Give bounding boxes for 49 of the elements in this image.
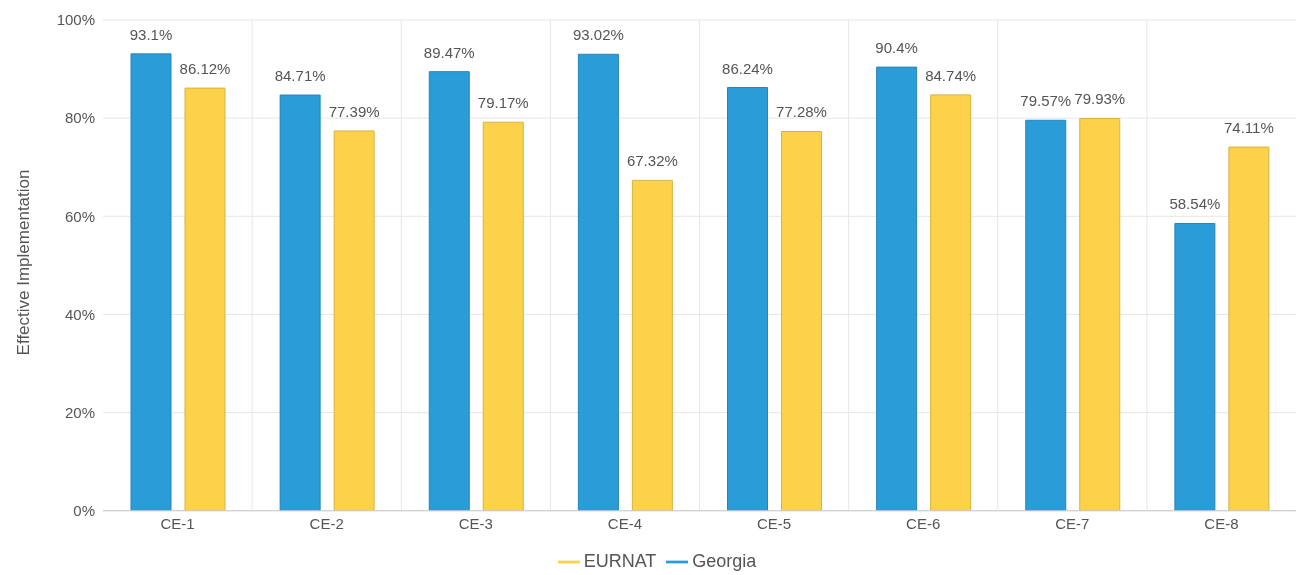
x-tick-label: CE-5 <box>756 515 792 533</box>
data-label: 93.1% <box>129 25 173 43</box>
data-label: 77.39% <box>328 102 380 120</box>
data-label: 79.93% <box>1074 90 1126 108</box>
x-tick-label: CE-7 <box>1055 515 1090 533</box>
data-label: 67.32% <box>626 152 678 170</box>
bar <box>1228 146 1270 511</box>
bar <box>577 53 619 511</box>
bar <box>279 94 321 511</box>
data-label: 77.28% <box>776 103 827 121</box>
bar <box>1174 222 1216 511</box>
data-label: 86.12% <box>179 60 231 78</box>
bar <box>482 121 524 511</box>
x-tick-label: CE-3 <box>458 515 493 533</box>
data-label: 84.71% <box>274 67 326 85</box>
data-label: 58.54% <box>1169 195 1221 213</box>
bar <box>333 130 375 511</box>
x-tick-label: CE-4 <box>607 515 643 533</box>
x-tick-label: CE-8 <box>1204 515 1239 533</box>
bar <box>1079 117 1121 511</box>
x-tick-label: CE-2 <box>309 515 344 533</box>
bar <box>428 71 470 511</box>
x-tick-label: CE-6 <box>906 515 941 533</box>
y-tick-label: 60% <box>64 207 95 225</box>
y-tick-label: 80% <box>64 109 95 127</box>
bar <box>781 131 822 511</box>
bar <box>631 179 673 511</box>
data-label: 84.74% <box>925 66 977 84</box>
y-tick-label: 20% <box>64 403 95 421</box>
data-label: 79.57% <box>1020 92 1072 110</box>
bar <box>727 87 768 511</box>
x-tick-label: CE-1 <box>160 515 195 533</box>
y-tick-label: 100% <box>56 11 95 29</box>
bar <box>130 53 172 511</box>
data-label: 74.11% <box>1223 119 1274 137</box>
data-label: 79.17% <box>477 94 529 112</box>
data-label: 86.24% <box>722 59 773 77</box>
legend-label: Georgia <box>692 550 757 571</box>
y-axis-title: Effective Implementation <box>14 169 34 356</box>
data-label: 93.02% <box>572 26 624 44</box>
legend-label: EURNAT <box>583 550 657 571</box>
bar <box>930 94 972 511</box>
bar <box>876 66 918 511</box>
y-tick-label: 0% <box>73 502 95 520</box>
data-label: 89.47% <box>423 43 475 61</box>
data-label: 90.4% <box>875 39 918 57</box>
y-tick-label: 40% <box>64 305 95 323</box>
bar <box>1025 119 1067 511</box>
bar <box>184 87 226 511</box>
